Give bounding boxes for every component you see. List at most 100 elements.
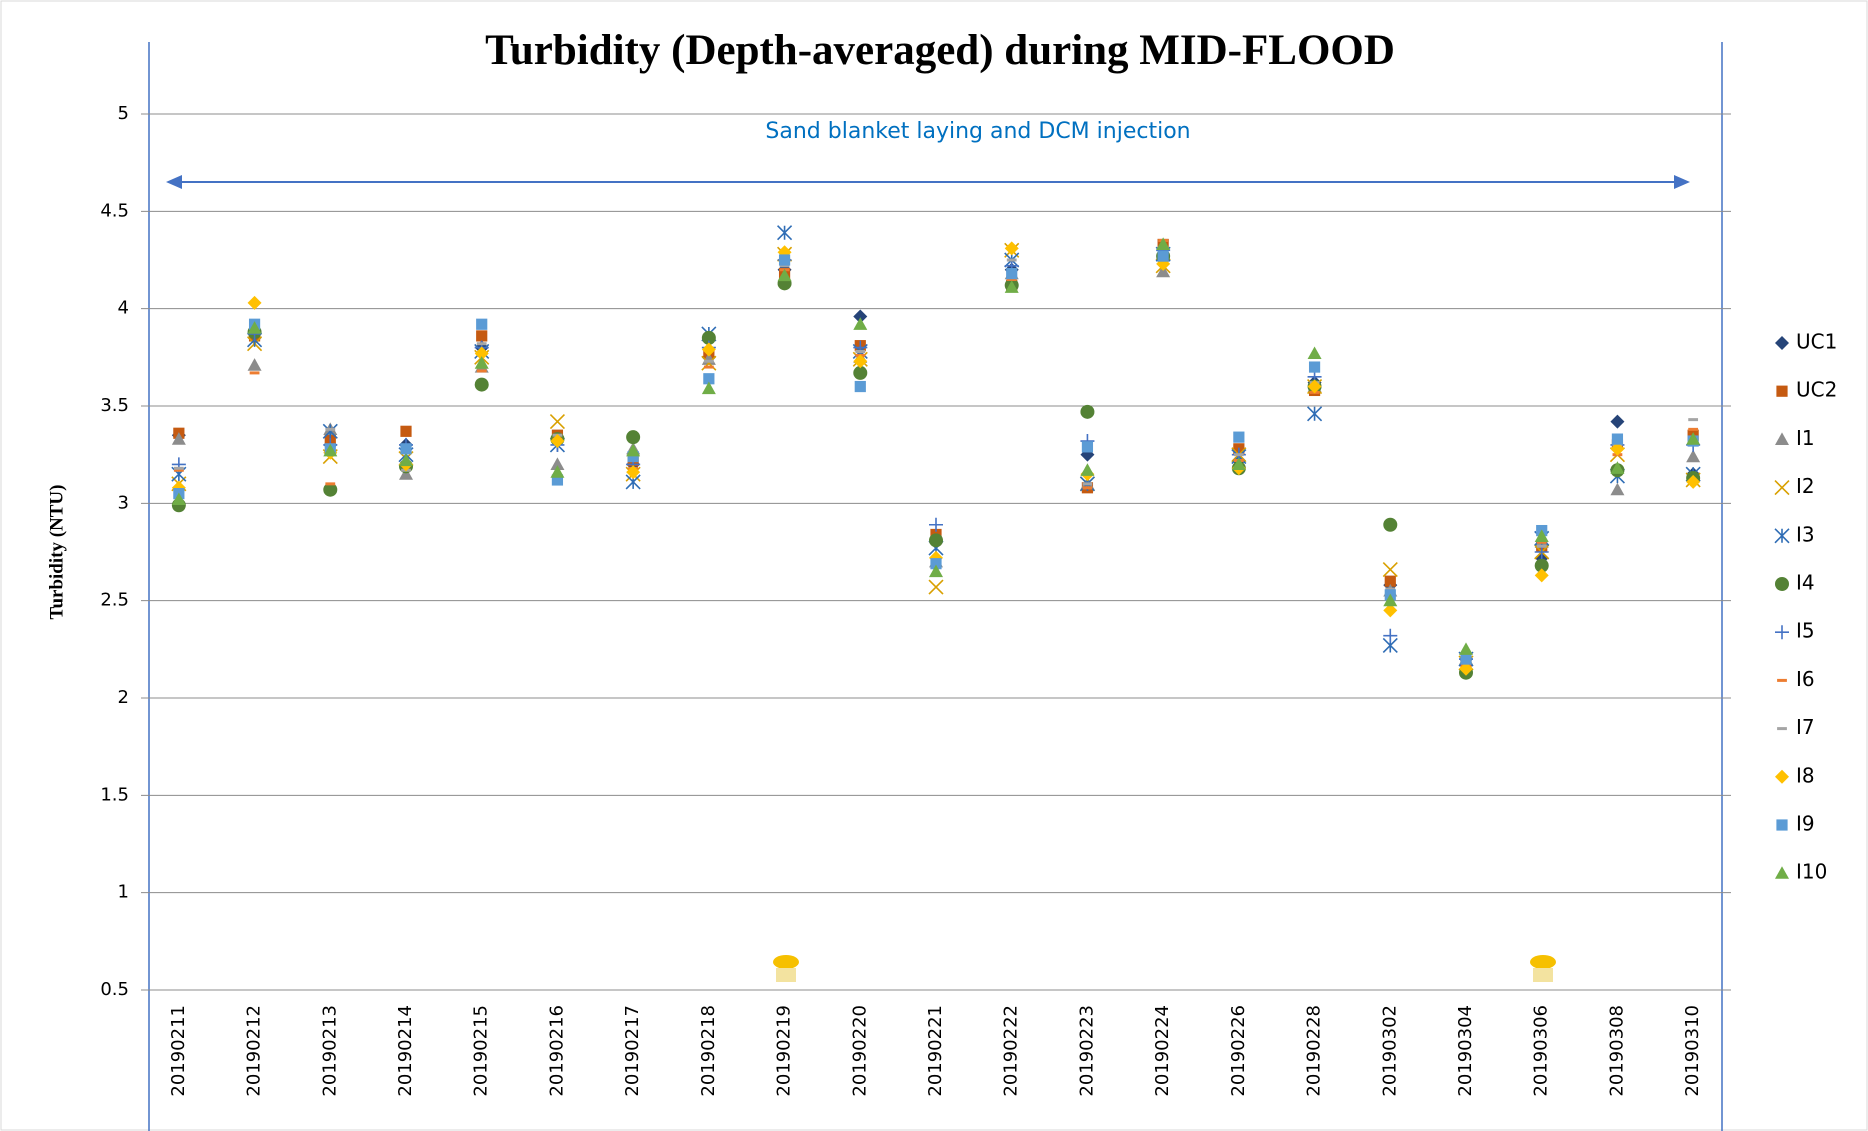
marker-diamond (853, 354, 868, 369)
marker-triangle (550, 465, 565, 478)
marker-x (549, 414, 565, 430)
marker-square (551, 474, 564, 486)
marker-square (476, 318, 488, 330)
x-tick-label: 20190211 (168, 1005, 189, 1097)
marker-x (1774, 480, 1790, 496)
x-tick-label: 20190219 (774, 1005, 795, 1097)
x-tick-label: 20190212 (244, 1005, 265, 1097)
marker-plus (1383, 628, 1398, 643)
marker-square (1081, 441, 1094, 453)
marker-x (928, 579, 944, 595)
marker-square (476, 330, 488, 342)
marker-square (703, 373, 715, 385)
y-tick-label: 0.5 (100, 979, 129, 1000)
legend-label: I4 (1796, 571, 1815, 595)
x-tick-label: 20190215 (471, 1005, 492, 1097)
marker-circle (1383, 517, 1398, 532)
marker-diamond (1004, 241, 1019, 256)
marker-diamond (247, 295, 262, 310)
marker-triangle (777, 268, 792, 282)
marker-star (322, 423, 338, 439)
marker-triangle (1686, 449, 1701, 463)
marker-square (1308, 361, 1321, 373)
marker-plus (1775, 625, 1789, 640)
marker-diamond (1610, 414, 1625, 429)
marker-diamond (777, 245, 792, 260)
y-tick-label: 1.5 (100, 784, 129, 805)
marker-triangle (1004, 280, 1019, 293)
marker-triangle (1686, 432, 1701, 445)
marker-circle (1080, 404, 1095, 419)
x-tick-label: 20190310 (1682, 1005, 1703, 1097)
legend-label: I8 (1796, 763, 1815, 787)
marker-circle (853, 365, 868, 380)
marker-diamond (1775, 769, 1789, 784)
marker-diamond (1383, 603, 1398, 618)
legend-label: I10 (1796, 860, 1827, 884)
marker-square (400, 425, 412, 437)
marker-triangle (626, 443, 641, 457)
y-tick-label: 3.5 (100, 395, 129, 416)
marker-square (1233, 431, 1245, 443)
marker-triangle (1156, 237, 1171, 251)
legend-label: I2 (1796, 474, 1815, 498)
x-tick-label: 20190217 (622, 1005, 643, 1097)
y-tick-label: 5 (118, 103, 129, 124)
x-tick-label: 20190228 (1304, 1005, 1325, 1097)
marker-square (400, 443, 412, 455)
y-axis-label: Turbidity (NTU) (46, 485, 67, 620)
marker-diamond (1307, 379, 1322, 394)
marker-triangle (171, 432, 186, 445)
marker-triangle (701, 381, 716, 395)
marker-triangle (247, 358, 262, 371)
marker-square (1611, 433, 1624, 445)
legend-label: I3 (1796, 522, 1815, 546)
legend-label: UC2 (1796, 378, 1837, 402)
marker-triangle (1080, 463, 1095, 476)
marker-x (1382, 561, 1398, 578)
marker-triangle (1459, 642, 1473, 655)
x-tick-label: 20190221 (925, 1005, 946, 1097)
marker-square (854, 380, 866, 393)
marker-diamond (626, 465, 641, 480)
y-tick-label: 3 (118, 492, 129, 513)
marker-triangle (323, 443, 338, 457)
legend-label: I7 (1796, 715, 1815, 739)
marker-square (778, 254, 791, 266)
x-tick-label: 20190223 (1076, 1005, 1097, 1097)
marker-triangle (1775, 432, 1789, 445)
annotation: Sand blanket laying and DCM injection (765, 119, 1190, 144)
x-tick-label: 20190224 (1152, 1005, 1173, 1097)
x-tick-label: 20190304 (1455, 1005, 1476, 1097)
x-tick-label: 20190302 (1379, 1005, 1400, 1097)
y-tick-label: 4.5 (100, 200, 129, 221)
x-tick-label: 20190213 (319, 1005, 340, 1097)
legend-label: I5 (1796, 619, 1815, 643)
marker-circle (701, 330, 716, 345)
marker-diamond (701, 342, 716, 357)
marker-diamond (1775, 336, 1789, 350)
marker-triangle (474, 356, 489, 369)
legend-label: I9 (1796, 812, 1815, 836)
marker-triangle (929, 564, 943, 578)
marker-triangle (1775, 866, 1789, 879)
marker-triangle (1610, 461, 1625, 474)
y-tick-label: 2 (118, 687, 129, 708)
marker-diamond (1459, 661, 1473, 676)
marker-circle (1775, 577, 1789, 591)
marker-circle (323, 482, 338, 497)
x-tick-label: 20190214 (395, 1005, 416, 1097)
legend-label: I1 (1796, 426, 1815, 450)
marker-diamond (1610, 441, 1625, 456)
marker-square (1384, 575, 1396, 587)
marker-triangle (1156, 264, 1171, 278)
marker-diamond (550, 434, 565, 449)
marker-star (777, 225, 793, 241)
marker-triangle (399, 453, 413, 467)
y-tick-label: 2.5 (100, 590, 129, 611)
marker-circle (1534, 558, 1549, 573)
marker-square (1460, 653, 1472, 665)
period-arrow (166, 175, 1690, 189)
marker-triangle (1534, 529, 1549, 543)
